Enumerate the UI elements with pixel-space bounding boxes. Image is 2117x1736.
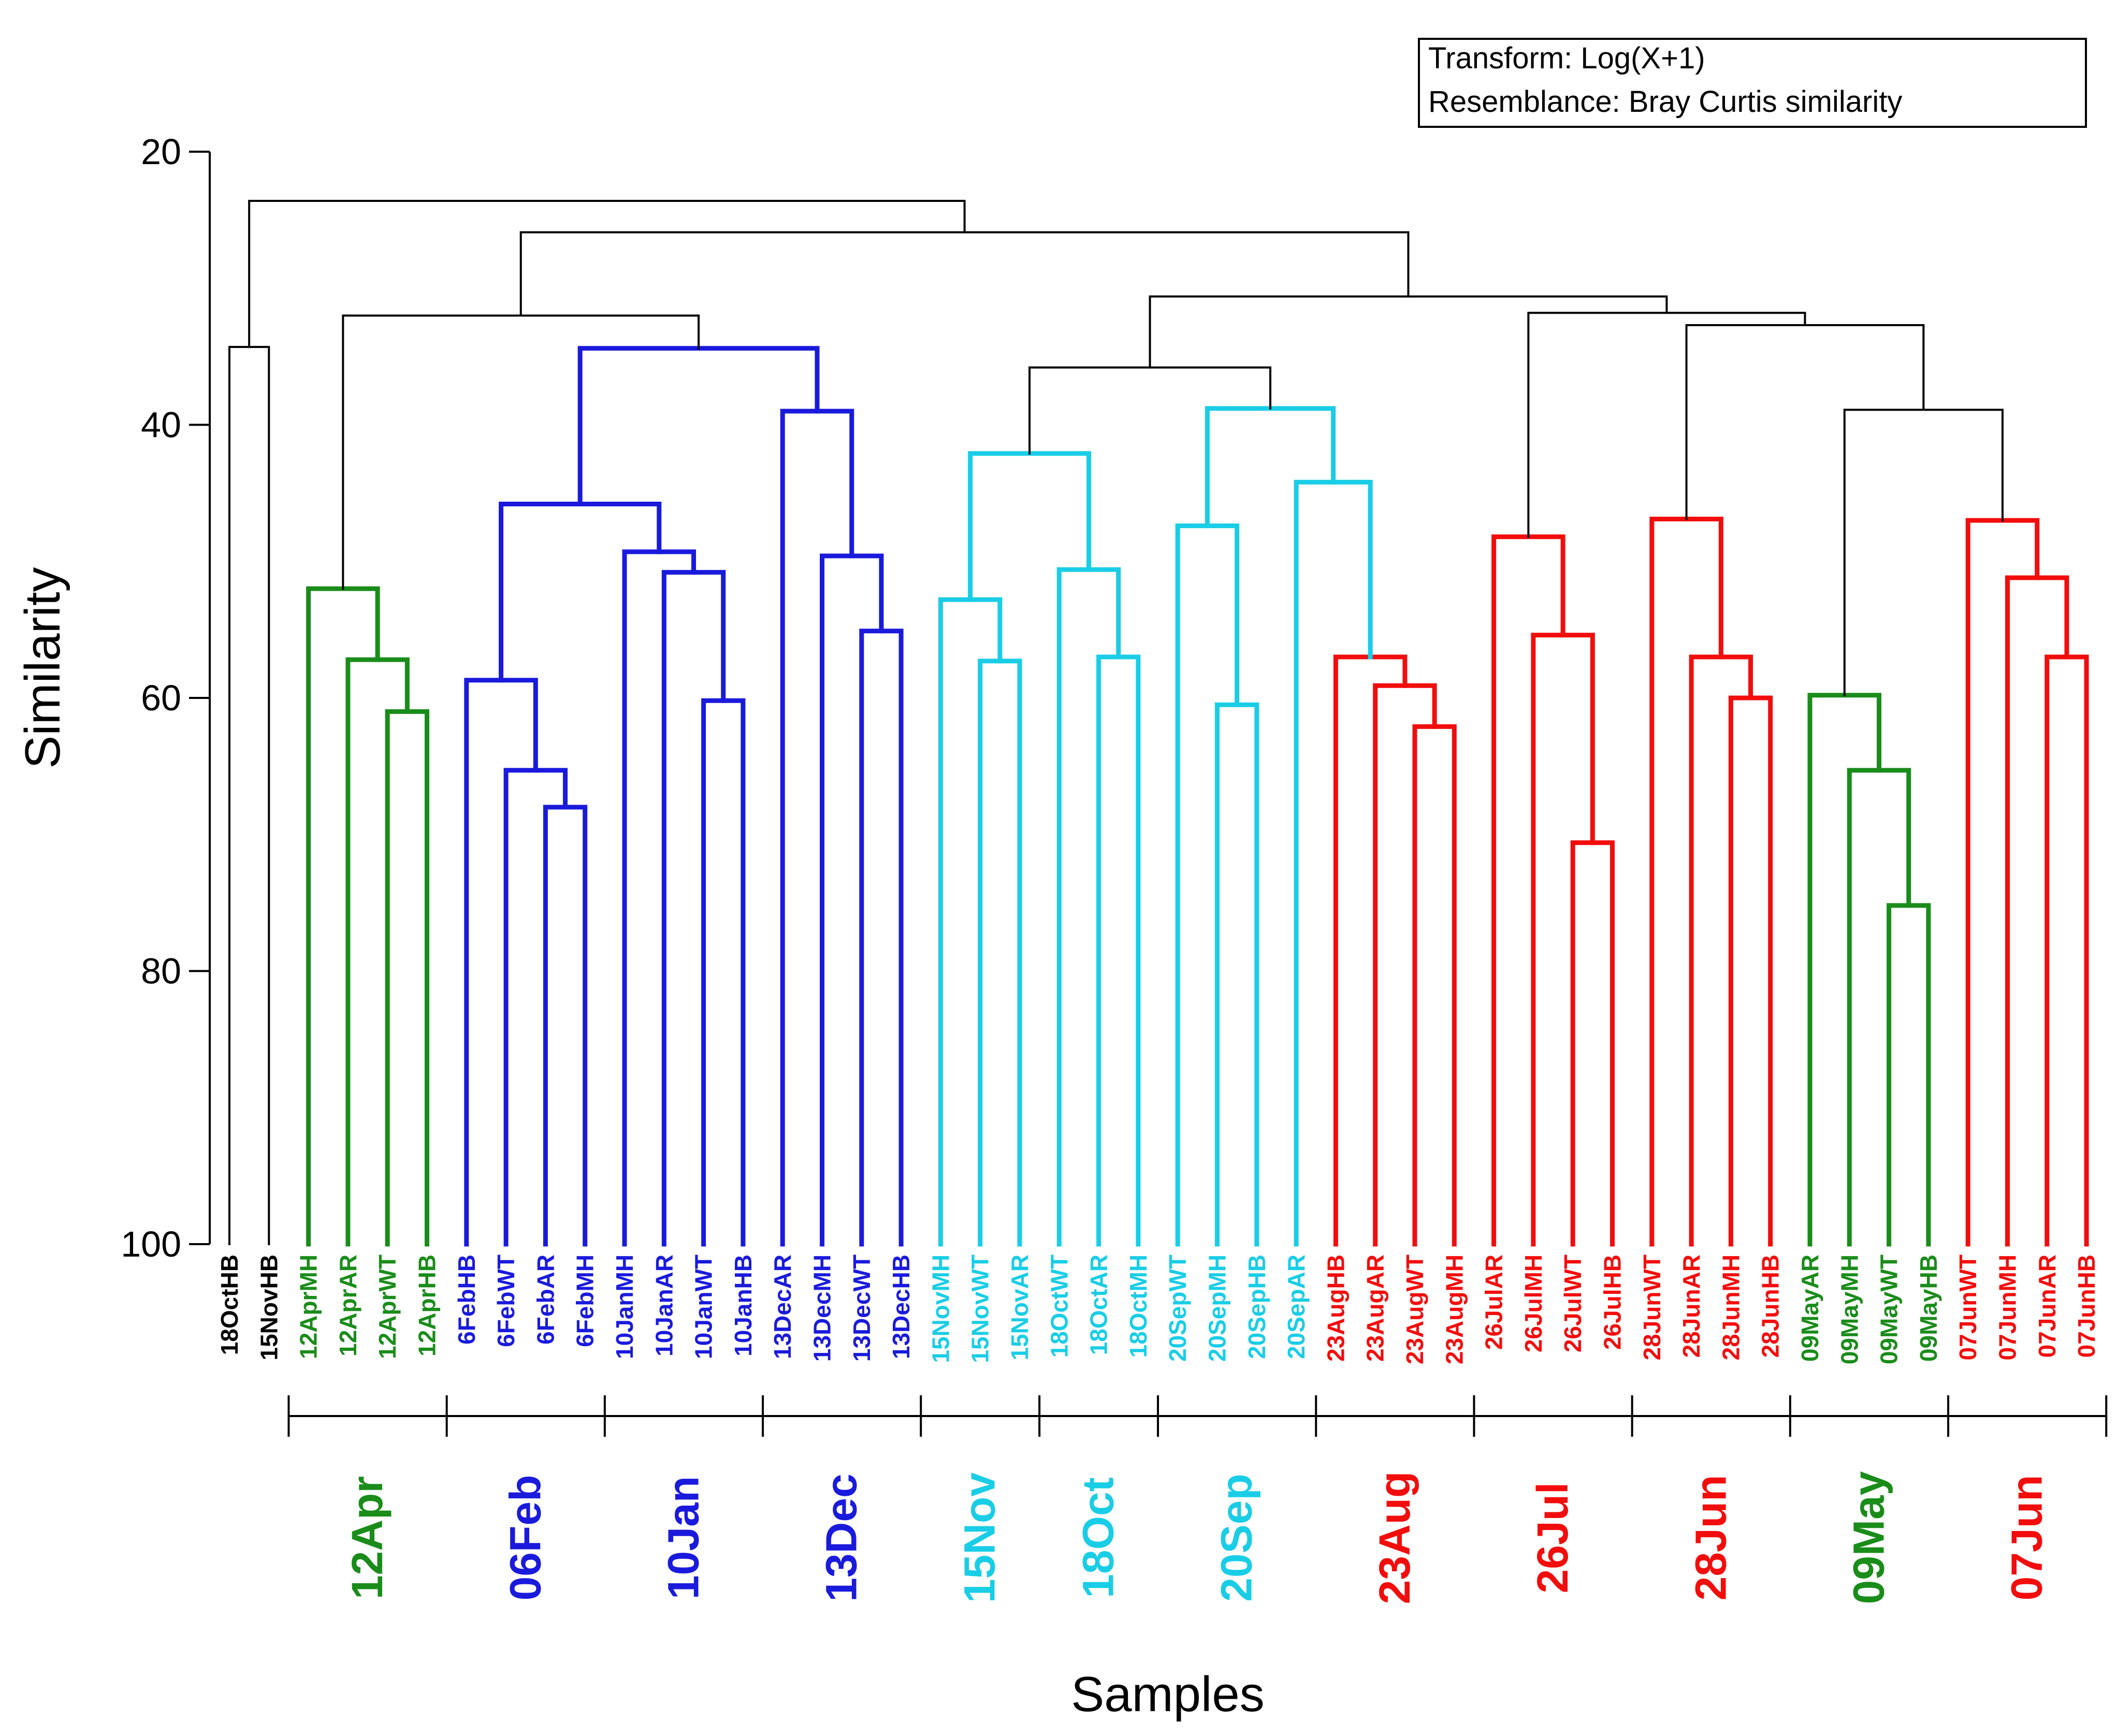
x-axis-title: Samples bbox=[1071, 1667, 1265, 1722]
y-tick-label: 60 bbox=[141, 678, 181, 718]
leaf-label: 6FebHB bbox=[453, 1254, 480, 1345]
leaf-label: 10JanAR bbox=[650, 1254, 677, 1356]
leaf-label: 09MayHB bbox=[1915, 1254, 1942, 1362]
leaf-label: 26JulMH bbox=[1520, 1254, 1547, 1352]
leaf-label: 10JanWT bbox=[690, 1254, 717, 1359]
y-tick-label: 40 bbox=[141, 405, 181, 445]
leaf-label: 28JunAR bbox=[1678, 1254, 1705, 1358]
legend-resemblance: Resemblance: Bray Curtis similarity bbox=[1428, 85, 1902, 119]
y-axis-title: Similarity bbox=[15, 567, 70, 768]
leaf-label: 09MayWT bbox=[1876, 1254, 1903, 1364]
leaf-label: 13DecHB bbox=[888, 1254, 915, 1359]
leaf-label: 13DecWT bbox=[848, 1254, 875, 1362]
group-label: 12Apr bbox=[343, 1476, 392, 1599]
group-label: 09May bbox=[1844, 1471, 1893, 1604]
group-label: 18Oct bbox=[1074, 1477, 1123, 1598]
leaf-label: 20SepMH bbox=[1204, 1254, 1231, 1362]
leaf-label: 15NovAR bbox=[1006, 1254, 1033, 1361]
leaf-label: 20SepAR bbox=[1283, 1254, 1310, 1359]
leaf-label: 23AugWT bbox=[1401, 1254, 1428, 1364]
leaf-label: 28JunMH bbox=[1717, 1254, 1744, 1360]
legend-transform: Transform: Log(X+1) bbox=[1428, 41, 1705, 75]
leaf-label: 28JunHB bbox=[1757, 1254, 1784, 1358]
leaf-label: 6FebMH bbox=[572, 1254, 599, 1347]
dendrogram-link bbox=[248, 199, 966, 348]
leaf-label: 15NovMH bbox=[927, 1254, 954, 1363]
leaf-label: 07JunAR bbox=[2034, 1254, 2061, 1358]
leaf-label: 18OctWT bbox=[1046, 1254, 1072, 1358]
group-label: 06Feb bbox=[501, 1475, 549, 1601]
leaf-label: 10JanHB bbox=[730, 1254, 757, 1356]
y-tick-label: 80 bbox=[141, 951, 181, 991]
group-label: 07Jun bbox=[2003, 1475, 2051, 1601]
leaf-label: 07JunMH bbox=[1994, 1254, 2021, 1360]
leaf-label: 13DecAR bbox=[769, 1254, 796, 1359]
leaf-label: 23AugHB bbox=[1322, 1254, 1349, 1362]
leaf-label: 18OctAR bbox=[1085, 1254, 1112, 1355]
leaf-label: 18OctMH bbox=[1125, 1254, 1152, 1358]
y-tick-label: 20 bbox=[141, 132, 181, 172]
y-axis: 20 40 60 80 100 bbox=[121, 132, 211, 1264]
group-label: 28Jun bbox=[1686, 1475, 1735, 1601]
leaf-label: 23AugAR bbox=[1362, 1254, 1389, 1362]
y-tick-label: 100 bbox=[121, 1224, 181, 1264]
leaf-label: 6FebWT bbox=[492, 1254, 519, 1347]
group-label: 13Dec bbox=[817, 1474, 866, 1602]
leaf-label: 07JunWT bbox=[1954, 1254, 1981, 1360]
legend-border bbox=[1418, 38, 2087, 128]
leaf-label: 09MayMH bbox=[1836, 1254, 1863, 1364]
leaf-label: 18OctHB bbox=[216, 1254, 243, 1355]
leaf-label: 15NovWT bbox=[967, 1254, 994, 1363]
leaf-label: 07JunHB bbox=[2073, 1254, 2100, 1358]
leaf-label: 23AugMH bbox=[1441, 1254, 1468, 1364]
group-label: 26Jul bbox=[1528, 1482, 1577, 1594]
dendrogram-links bbox=[228, 199, 2089, 1247]
leaf-label: 26JulWT bbox=[1559, 1254, 1586, 1352]
leaf-label: 15NovHB bbox=[255, 1254, 282, 1361]
group-label: 20Sep bbox=[1212, 1474, 1261, 1602]
leaf-label: 12AprMH bbox=[295, 1254, 322, 1359]
leaf-label: 12AprWT bbox=[374, 1254, 401, 1359]
leaf-label: 09MayAR bbox=[1796, 1254, 1823, 1362]
leaf-label: 26JulHB bbox=[1599, 1254, 1626, 1350]
group-label: 15Nov bbox=[955, 1472, 1004, 1603]
leaf-label: 20SepHB bbox=[1243, 1254, 1270, 1359]
leaf-label: 20SepWT bbox=[1164, 1254, 1191, 1362]
group-label: 23Aug bbox=[1370, 1471, 1419, 1604]
legend-box: Transform: Log(X+1) Resemblance: Bray Cu… bbox=[1418, 38, 2087, 128]
leaf-label: 6FebAR bbox=[532, 1254, 559, 1345]
group-axis: 12Apr 06Feb 10Jan 13Dec 15Nov 18Oct 20Sep 23Aug… bbox=[287, 1395, 2108, 1604]
leaf-label: 10JanMH bbox=[611, 1254, 638, 1359]
leaf-label: 12AprHB bbox=[414, 1254, 441, 1356]
leaf-labels: 18OctHB 15NovHB 12AprMH 12AprAR 12AprWT 12Apr… bbox=[216, 1254, 2100, 1364]
group-label: 10Jan bbox=[659, 1476, 707, 1599]
leaf-label: 12AprAR bbox=[335, 1254, 361, 1356]
leaf-label: 26JulAR bbox=[1481, 1254, 1507, 1350]
leaf-label: 28JunWT bbox=[1639, 1254, 1665, 1360]
leaf-label: 13DecMH bbox=[809, 1254, 836, 1362]
